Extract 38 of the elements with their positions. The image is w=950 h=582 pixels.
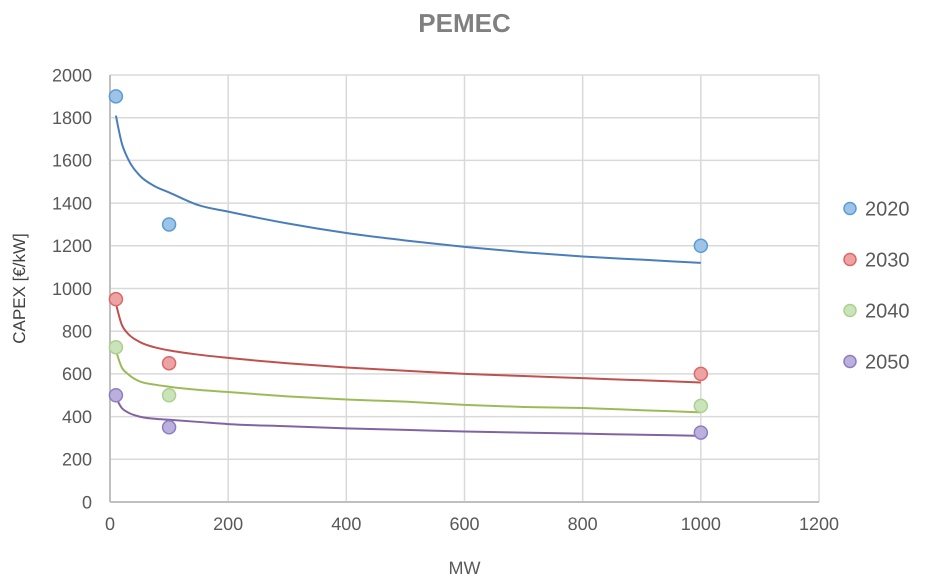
y-tick-label: 400 <box>62 406 92 427</box>
point <box>162 356 176 370</box>
point <box>108 89 124 104</box>
chart-title: PEMEC <box>418 8 511 38</box>
point <box>694 238 708 254</box>
y-tick-label: 2000 <box>52 65 92 86</box>
x-tick-label: 0 <box>104 514 116 534</box>
point <box>162 217 176 232</box>
x-tick-label: 600 <box>449 514 480 534</box>
point <box>108 388 124 402</box>
point <box>108 340 124 354</box>
y-tick-label: 0 <box>82 492 92 512</box>
x-tick-label: 1200 <box>798 514 840 534</box>
y-tick-label: 800 <box>62 322 92 342</box>
point <box>162 388 176 402</box>
point <box>108 292 124 306</box>
legend-label: 2050 <box>865 352 910 374</box>
y-tick-label: 1400 <box>52 193 92 214</box>
y-tick-label: 600 <box>62 364 92 384</box>
point <box>694 366 708 382</box>
legend-label: 2030 <box>865 250 910 272</box>
y-tick-label: 1200 <box>52 236 92 256</box>
y-tick-label: 1800 <box>52 108 92 128</box>
legend-label: 2040 <box>865 300 910 322</box>
x-axis-title: MW <box>448 558 480 578</box>
point <box>162 420 176 435</box>
x-tick-label: 800 <box>568 514 598 534</box>
line-series <box>114 114 702 264</box>
y-tick-label: 1600 <box>52 150 92 171</box>
x-tick-label: 1000 <box>680 514 721 534</box>
point <box>694 398 708 414</box>
legend-label: 2020 <box>865 198 910 220</box>
y-tick-label: 200 <box>62 450 92 470</box>
x-tick-label: 200 <box>213 514 244 534</box>
x-tick-label: 400 <box>331 514 362 534</box>
y-tick-label: 1000 <box>52 278 92 299</box>
y-axis-title: CAPEX [€/kW] <box>10 233 29 344</box>
point <box>694 425 708 440</box>
